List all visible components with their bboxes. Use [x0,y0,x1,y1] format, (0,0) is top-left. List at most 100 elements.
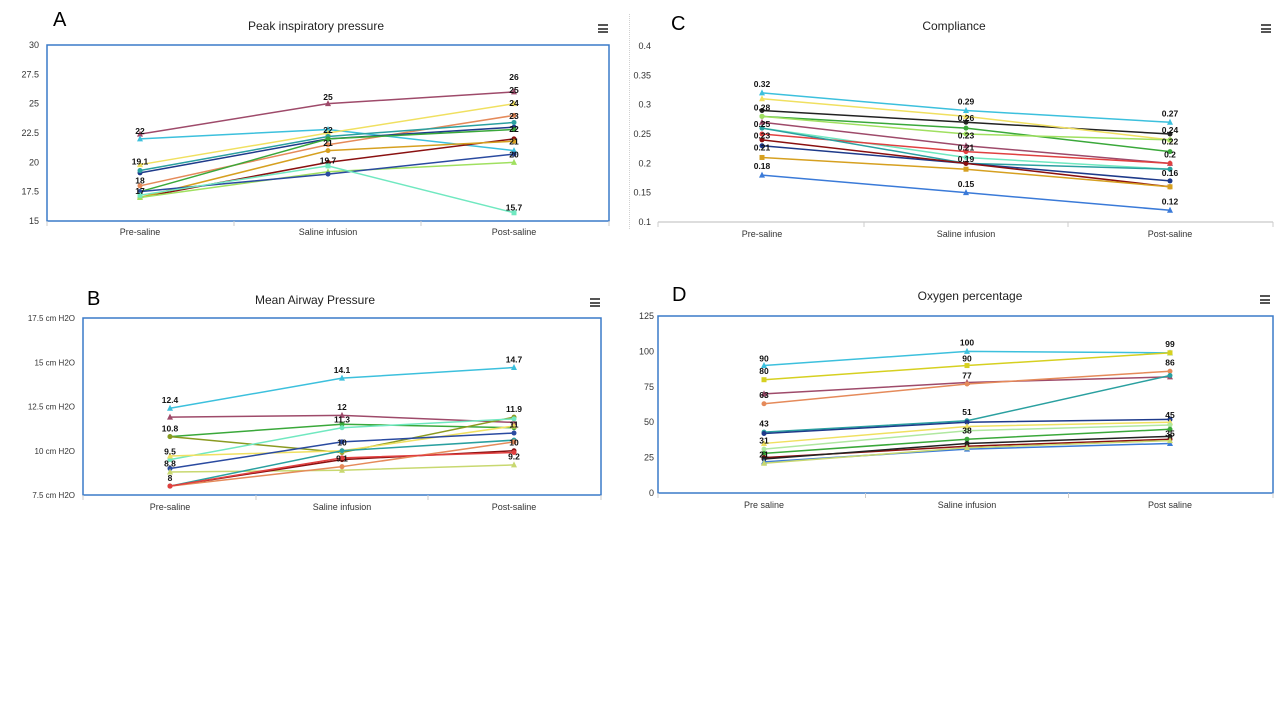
data-label: 38 [962,426,972,436]
data-point [963,189,969,196]
data-point [511,461,517,468]
data-point [963,160,969,166]
data-point [511,88,517,95]
chart-title: Peak inspiratory pressure [248,19,384,33]
data-point [759,137,765,143]
data-label: 0.18 [754,161,771,171]
data-point [759,131,765,137]
category-label: Saline infusion [937,229,996,239]
data-point [325,136,331,142]
data-point [761,439,767,446]
data-point [963,149,969,155]
data-label: 26 [509,72,519,82]
y-tick-label: 75 [644,382,654,392]
series-4 [761,368,1173,407]
category-label: Post-saline [492,502,537,512]
data-point [511,158,517,165]
y-tick-label: 15 cm H2O [35,358,75,367]
series-4 [137,112,517,189]
data-point [964,419,970,425]
chart-d-menu-icon[interactable] [1260,295,1270,304]
data-label: 99 [1165,339,1175,349]
data-label: 51 [962,407,972,417]
data-label: 21 [509,137,519,147]
panel-letter-b: B [87,288,101,310]
data-point [339,464,345,470]
data-point [963,107,969,114]
chart-c-menu-icon[interactable] [1261,24,1271,33]
y-tick-label: 0.25 [633,129,651,139]
data-label: 25 [509,85,519,95]
data-point [1167,184,1173,190]
data-label: 24 [509,98,519,108]
data-label: 0.21 [958,142,975,152]
y-tick-label: 10 cm H2O [35,447,75,456]
data-point [325,171,331,177]
data-label: 0.2 [1164,149,1176,159]
data-label: 100 [960,338,974,348]
series-6 [761,416,1173,437]
data-point [759,143,765,149]
data-point [761,431,767,437]
category-label: Saline infusion [313,502,372,512]
data-label: 0.21 [754,142,771,152]
series-9 [761,426,1173,456]
panel-letter-a: A [53,9,67,31]
category-label: Saline infusion [938,500,997,510]
data-point [964,381,970,387]
data-point [1167,422,1173,428]
data-point [963,119,969,125]
series-12 [167,450,517,489]
data-point [1167,372,1173,378]
series-12 [137,163,517,216]
y-tick-label: 100 [639,346,654,356]
data-point [761,390,767,397]
data-label: 22 [135,126,145,136]
data-label: 20 [509,150,519,160]
data-point [511,151,517,157]
data-point [339,455,345,461]
data-point [963,142,969,149]
y-tick-label: 17.5 cm H2O [28,314,75,323]
data-label: 0.28 [754,103,771,113]
data-label: 14.1 [334,365,351,375]
data-point [339,466,345,473]
data-point [761,362,767,369]
data-label: 0.32 [754,79,771,89]
data-point [759,113,765,119]
y-tick-label: 7.5 cm H2O [32,491,75,500]
data-label: 43 [759,418,769,428]
data-point [339,439,345,445]
data-label: 45 [1165,410,1175,420]
data-point [759,118,765,125]
chart-b-menu-icon[interactable] [590,298,600,307]
data-label: 31 [759,435,769,445]
data-point [964,363,970,369]
category-label: Post-saline [1148,229,1193,239]
series-12 [759,154,1173,190]
data-point [137,130,143,137]
chart-d: Oxygen percentage 0 25 50 75 100 125 Pre saline… [639,289,1274,510]
data-point [511,147,517,154]
data-point [511,112,517,118]
category-label: Saline infusion [299,227,358,237]
y-tick-label: 15 [29,216,39,226]
data-point [511,210,517,216]
series-1 [759,89,1173,125]
category-label: Pre-saline [742,229,783,239]
chart-a-menu-icon[interactable] [598,24,608,33]
data-label: 90 [759,353,769,363]
data-label: 0.22 [1162,137,1179,147]
data-point [761,446,767,452]
data-label: 0.29 [958,97,975,107]
data-label: 11.3 [334,414,350,424]
data-label: 17 [135,186,145,196]
data-point [511,364,517,371]
data-point [167,452,173,459]
data-point [511,416,517,422]
data-point [511,430,517,436]
data-label: 14.7 [506,354,523,364]
y-tick-label: 0.4 [638,41,651,51]
data-label: 9.1 [336,453,348,463]
y-tick-label: 0.1 [638,217,651,227]
